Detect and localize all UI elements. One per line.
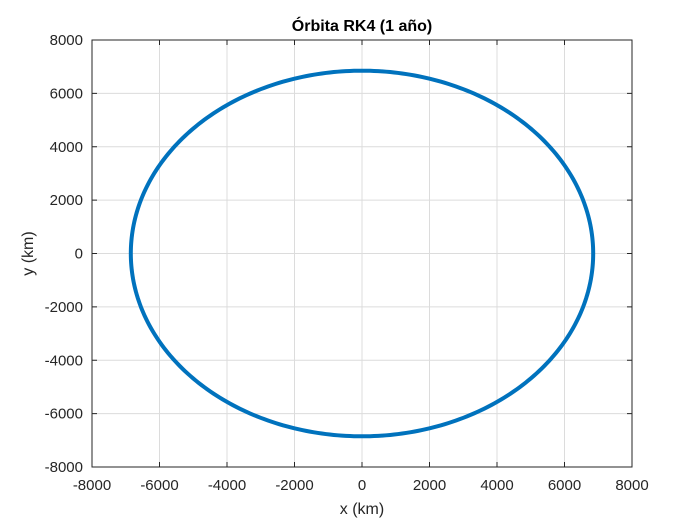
y-tick-label: 6000	[50, 85, 83, 102]
orbit-series-line	[128, 68, 596, 439]
x-tick-label: 0	[358, 477, 366, 494]
y-tick-label: -6000	[45, 406, 83, 423]
y-tick-label: 0	[75, 246, 83, 263]
x-tick-label: 4000	[480, 477, 513, 494]
x-tick-label: 8000	[615, 477, 648, 494]
y-tick-label: 8000	[50, 32, 83, 49]
y-tick-label: 2000	[50, 192, 83, 209]
x-tick-label: -8000	[73, 477, 111, 494]
y-tick-label: 4000	[50, 139, 83, 156]
tick-layer: -8000 -6000 -4000 -2000 0 2000 4000 6000 8000 -80…	[45, 32, 649, 494]
grid-layer	[91, 39, 633, 468]
plot-layer	[128, 68, 596, 439]
y-axis-label: y (km)	[20, 231, 37, 275]
chart-title: Órbita RK4 (1 año)	[292, 16, 432, 35]
y-tick-label: -2000	[45, 299, 83, 316]
y-tick-label: -8000	[45, 459, 83, 476]
x-tick-label: 6000	[548, 477, 581, 494]
x-tick-label: -6000	[140, 477, 178, 494]
x-axis-label: x (km)	[340, 501, 384, 518]
x-tick-label: -4000	[208, 477, 246, 494]
x-tick-label: 2000	[413, 477, 446, 494]
y-tick-label: -4000	[45, 352, 83, 369]
x-tick-label: -2000	[275, 477, 313, 494]
